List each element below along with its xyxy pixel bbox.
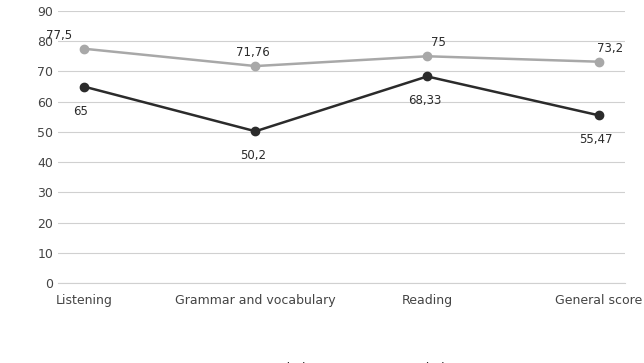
Text: 68,33: 68,33 (408, 94, 441, 107)
Pre-2nd phase (595, 113, 603, 118)
Line: Post-2nd phase: Post-2nd phase (80, 45, 603, 70)
Pre-2nd phase (423, 74, 431, 79)
Pre-2nd phase (80, 84, 88, 89)
Post-2nd phase (252, 64, 260, 68)
Post-2nd phase (80, 46, 88, 51)
Post-2nd phase (595, 60, 603, 64)
Text: 55,47: 55,47 (580, 133, 613, 146)
Text: 75: 75 (431, 36, 446, 49)
Text: 71,76: 71,76 (236, 46, 270, 59)
Pre-2nd phase (252, 129, 260, 134)
Post-2nd phase (423, 54, 431, 58)
Text: 77,5: 77,5 (46, 29, 71, 42)
Text: 65: 65 (73, 105, 88, 118)
Text: 73,2: 73,2 (597, 42, 623, 55)
Text: 50,2: 50,2 (240, 149, 266, 162)
Legend: Pre-2nd phase, Post-2nd phase: Pre-2nd phase, Post-2nd phase (207, 357, 475, 363)
Line: Pre-2nd phase: Pre-2nd phase (80, 72, 603, 135)
